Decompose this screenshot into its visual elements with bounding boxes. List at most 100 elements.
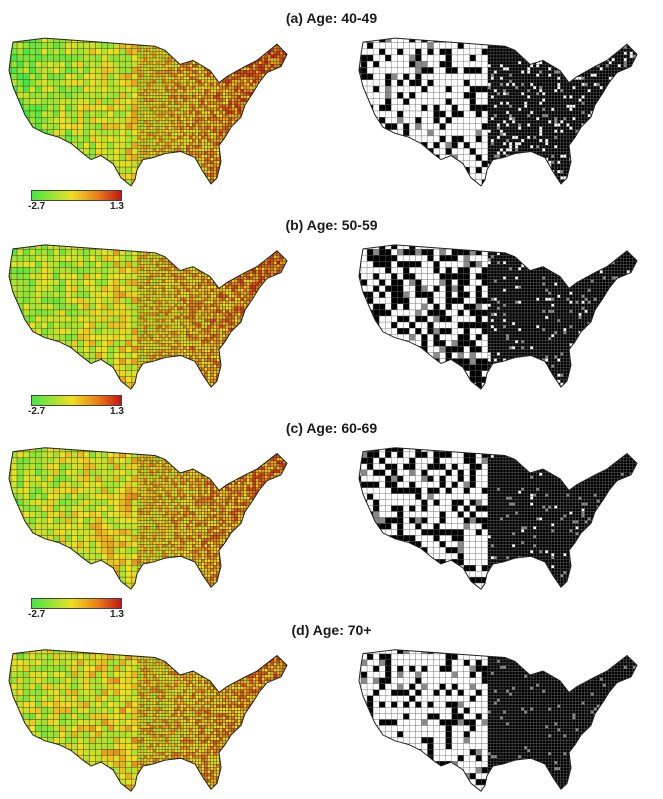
county-cell bbox=[267, 45, 272, 49]
county-cell bbox=[170, 110, 175, 115]
county-cell bbox=[198, 104, 202, 109]
county-cell bbox=[152, 82, 157, 87]
county-cell bbox=[289, 80, 292, 83]
county-cell bbox=[243, 98, 247, 102]
county-cell bbox=[264, 76, 268, 81]
county-cell bbox=[137, 120, 142, 124]
county-cell bbox=[65, 166, 72, 174]
county-cell bbox=[143, 79, 148, 84]
county-cell bbox=[551, 38, 555, 40]
county-cell bbox=[237, 166, 241, 171]
county-cell bbox=[234, 39, 238, 43]
county-cell bbox=[391, 104, 398, 112]
county-cell bbox=[520, 82, 525, 87]
county-cell bbox=[47, 123, 54, 130]
county-cell bbox=[146, 70, 151, 74]
county-cell bbox=[164, 38, 169, 40]
county-cell bbox=[207, 73, 211, 77]
county-cell bbox=[505, 70, 510, 74]
county-cell bbox=[237, 95, 241, 99]
county-cell bbox=[599, 42, 603, 46]
county-cell bbox=[210, 117, 214, 121]
county-cell bbox=[143, 70, 148, 74]
county-cell bbox=[95, 135, 102, 143]
county-cell bbox=[270, 85, 275, 90]
county-cell bbox=[635, 95, 637, 99]
county-cell bbox=[204, 42, 208, 46]
county-cell bbox=[270, 101, 275, 105]
county-cell bbox=[496, 113, 501, 118]
county-cell bbox=[219, 54, 223, 59]
county-cell bbox=[234, 170, 238, 174]
county-cell bbox=[542, 98, 546, 102]
county-cell bbox=[267, 67, 272, 71]
county-cell bbox=[101, 60, 108, 68]
county-cell bbox=[578, 85, 582, 90]
county-cell bbox=[140, 135, 145, 140]
county-cell bbox=[228, 176, 232, 180]
county-cell bbox=[282, 129, 287, 133]
county-cell bbox=[167, 107, 172, 112]
county-cell bbox=[439, 67, 446, 74]
county-cell bbox=[258, 163, 262, 168]
county-cell bbox=[439, 60, 446, 68]
county-cell bbox=[259, 33, 262, 36]
county-cell bbox=[173, 48, 178, 52]
county-cell bbox=[569, 33, 572, 36]
county-cell bbox=[189, 145, 193, 149]
county-cell bbox=[554, 54, 558, 59]
county-cell bbox=[409, 54, 416, 62]
county-cell bbox=[289, 95, 292, 98]
county-cell bbox=[596, 48, 600, 52]
county-cell bbox=[520, 92, 525, 96]
county-cell bbox=[10, 148, 18, 155]
county-cell bbox=[216, 132, 220, 137]
county-cell bbox=[493, 51, 498, 56]
county-cell bbox=[225, 82, 229, 87]
county-cell bbox=[457, 38, 464, 43]
county-cell bbox=[614, 60, 618, 65]
county-cell bbox=[279, 73, 284, 77]
county-cell bbox=[639, 67, 642, 70]
county-cell bbox=[623, 48, 628, 52]
county-cell bbox=[289, 114, 292, 117]
county-cell bbox=[131, 141, 139, 149]
county-cell bbox=[599, 85, 603, 90]
county-cell bbox=[170, 95, 175, 99]
county-cell bbox=[246, 185, 250, 186]
county-cell bbox=[89, 54, 96, 62]
county-cell bbox=[170, 92, 175, 96]
county-cell bbox=[639, 80, 642, 83]
county-cell bbox=[542, 107, 546, 112]
county-cell bbox=[587, 45, 591, 49]
county-cell bbox=[173, 110, 178, 115]
county-cell bbox=[201, 76, 205, 81]
county-cell bbox=[578, 98, 582, 102]
county-cell bbox=[279, 51, 284, 56]
county-cell bbox=[521, 33, 524, 36]
county-cell bbox=[237, 110, 241, 115]
county-cell bbox=[153, 189, 156, 192]
county-cell bbox=[140, 120, 145, 124]
county-cell bbox=[614, 64, 618, 68]
county-cell bbox=[243, 179, 247, 183]
county-cell bbox=[566, 82, 570, 87]
county-cell bbox=[180, 154, 184, 158]
county-cell bbox=[551, 45, 555, 49]
county-cell bbox=[152, 141, 157, 146]
county-cell bbox=[204, 182, 208, 186]
county-cell bbox=[520, 42, 525, 46]
county-cell bbox=[41, 85, 48, 93]
county-cell bbox=[246, 107, 250, 112]
county-cell bbox=[282, 176, 287, 180]
county-cell bbox=[201, 189, 204, 192]
county-cell bbox=[143, 160, 148, 165]
county-cell bbox=[101, 104, 108, 112]
county-cell bbox=[152, 132, 157, 137]
county-cell bbox=[391, 98, 398, 105]
county-cell bbox=[496, 101, 501, 105]
county-cell bbox=[575, 89, 579, 93]
county-cell bbox=[545, 113, 549, 118]
county-cell bbox=[210, 138, 214, 143]
county-cell bbox=[155, 107, 160, 112]
